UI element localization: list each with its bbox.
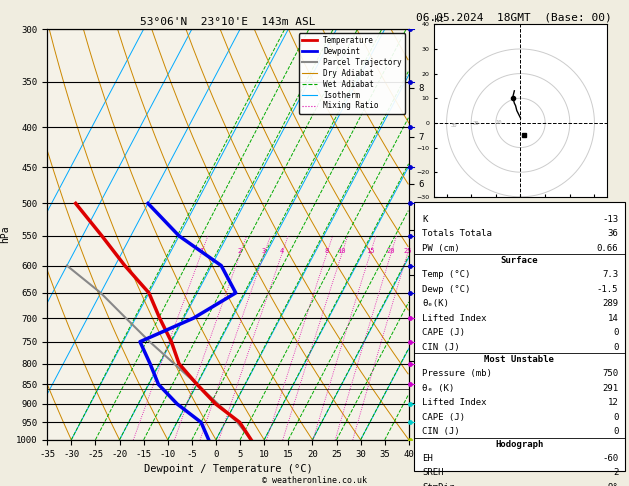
Text: -1.5: -1.5	[597, 285, 618, 294]
Text: -13: -13	[602, 215, 618, 224]
Text: 12: 12	[608, 399, 618, 407]
Text: Pressure (mb): Pressure (mb)	[422, 369, 492, 378]
Text: © weatheronline.co.uk: © weatheronline.co.uk	[262, 476, 367, 485]
Text: Lifted Index: Lifted Index	[422, 399, 487, 407]
Text: 289: 289	[602, 299, 618, 308]
Text: CAPE (J): CAPE (J)	[422, 413, 465, 422]
Text: 30: 30	[451, 122, 457, 128]
Text: 25: 25	[403, 248, 411, 254]
Text: 0: 0	[613, 428, 618, 436]
Text: StmDir: StmDir	[422, 483, 455, 486]
Text: 750: 750	[602, 369, 618, 378]
Text: 15: 15	[366, 248, 374, 254]
Text: 3: 3	[262, 248, 266, 254]
Text: CAPE (J): CAPE (J)	[422, 329, 465, 337]
Text: K: K	[422, 215, 428, 224]
Text: LCL: LCL	[416, 385, 430, 394]
Text: 4: 4	[280, 248, 284, 254]
Text: 2: 2	[238, 248, 242, 254]
Text: 1: 1	[199, 248, 203, 254]
Text: 36: 36	[608, 229, 618, 238]
Text: 0: 0	[613, 343, 618, 352]
Text: 10: 10	[495, 120, 501, 125]
Text: θₑ (K): θₑ (K)	[422, 384, 455, 393]
Text: CIN (J): CIN (J)	[422, 428, 460, 436]
Text: 0: 0	[613, 329, 618, 337]
Text: -60: -60	[602, 453, 618, 463]
Y-axis label: km
ASL: km ASL	[425, 226, 447, 243]
Text: Most Unstable: Most Unstable	[484, 355, 554, 364]
Y-axis label: hPa: hPa	[1, 226, 11, 243]
Text: 0.66: 0.66	[597, 244, 618, 253]
Text: 8: 8	[325, 248, 329, 254]
Text: 20: 20	[473, 122, 479, 126]
Text: Mixing Ratio (g/kg): Mixing Ratio (g/kg)	[499, 208, 508, 302]
Title: 53°06'N  23°10'E  143m ASL: 53°06'N 23°10'E 143m ASL	[140, 17, 316, 27]
Text: 20: 20	[387, 248, 395, 254]
Text: 0: 0	[613, 413, 618, 422]
Text: Hodograph: Hodograph	[495, 440, 543, 449]
Text: Temp (°C): Temp (°C)	[422, 270, 470, 279]
Text: Lifted Index: Lifted Index	[422, 314, 487, 323]
Text: SREH: SREH	[422, 468, 444, 477]
Text: PW (cm): PW (cm)	[422, 244, 460, 253]
Text: CIN (J): CIN (J)	[422, 343, 460, 352]
Text: EH: EH	[422, 453, 433, 463]
Legend: Temperature, Dewpoint, Parcel Trajectory, Dry Adiabat, Wet Adiabat, Isotherm, Mi: Temperature, Dewpoint, Parcel Trajectory…	[299, 33, 405, 114]
Text: 9°: 9°	[608, 483, 618, 486]
Text: Totals Totala: Totals Totala	[422, 229, 492, 238]
Text: 2: 2	[613, 468, 618, 477]
Text: kt: kt	[434, 15, 444, 23]
Text: 06.05.2024  18GMT  (Base: 00): 06.05.2024 18GMT (Base: 00)	[416, 12, 612, 22]
Text: θₑ(K): θₑ(K)	[422, 299, 449, 308]
Text: Surface: Surface	[501, 256, 538, 265]
Text: 291: 291	[602, 384, 618, 393]
Text: Dewp (°C): Dewp (°C)	[422, 285, 470, 294]
X-axis label: Dewpoint / Temperature (°C): Dewpoint / Temperature (°C)	[143, 464, 313, 474]
Text: 7.3: 7.3	[602, 270, 618, 279]
Text: 14: 14	[608, 314, 618, 323]
Text: 10: 10	[338, 248, 346, 254]
